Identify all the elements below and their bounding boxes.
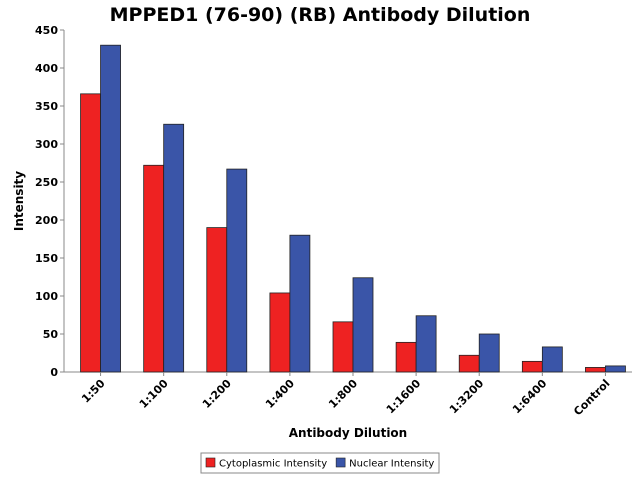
x-tick-label: 1:3200 [447,377,487,417]
bar-cytoplasmic-1 [143,164,165,373]
y-tick-label: 50 [43,328,59,341]
y-tick-label: 200 [35,214,58,227]
x-tick-label: 1:400 [263,377,297,411]
x-tick-label: 1:1600 [384,377,424,417]
bar-nuclear-1 [163,123,185,373]
x-tick-label: 1:6400 [510,377,550,417]
legend-label-nuclear: Nuclear Intensity [349,459,434,470]
legend-box [200,452,440,474]
legend-swatch-cytoplasmic [205,457,216,468]
y-tick-label: 350 [35,100,58,113]
y-tick-label: 150 [35,252,58,265]
bar-nuclear-5 [415,315,437,373]
bar-cytoplasmic-6 [458,354,480,373]
y-tick-label: 250 [35,176,58,189]
y-tick-label: 300 [35,138,58,151]
bar-cytoplasmic-2 [206,227,228,373]
bar-nuclear-3 [289,234,311,373]
x-tick-label: 1:200 [200,377,234,411]
bar-cytoplasmic-3 [269,292,291,373]
x-tick-label: 1:50 [79,377,108,406]
y-tick-label: 100 [35,290,58,303]
plot-area: 0 50 100 150 200 250 300 350 400 450 1:50 1:100 1:20… [35,24,632,418]
x-axis-label: Antibody Dilution [289,426,407,440]
bar-cytoplasmic-4 [332,321,354,373]
bar-nuclear-4 [352,277,374,373]
legend-swatch-nuclear [335,457,346,468]
x-tick-label: 1:100 [137,377,171,411]
y-tick-label: 400 [35,62,58,75]
x-tick-label: Control [571,377,612,418]
bar-nuclear-2 [226,168,248,373]
bar-cytoplasmic-5 [395,341,417,373]
bar-nuclear-6 [478,333,500,373]
chart-title: MPPED1 (76-90) (RB) Antibody Dilution [110,4,531,26]
x-tick-label: 1:800 [326,377,360,411]
y-tick-label: 450 [35,24,58,37]
bar-nuclear-7 [541,346,563,373]
bar-cytoplasmic-7 [521,360,543,373]
y-axis-label: Intensity [12,171,26,231]
legend: Cytoplasmic Intensity Nuclear Intensity [200,452,440,474]
bar-cytoplasmic-0 [80,93,101,373]
legend-label-cytoplasmic: Cytoplasmic Intensity [219,459,327,470]
y-tick-label: 0 [50,366,58,379]
bar-nuclear-8 [605,365,626,373]
bar-cytoplasmic-8 [585,367,606,373]
bar-nuclear-0 [100,44,121,373]
